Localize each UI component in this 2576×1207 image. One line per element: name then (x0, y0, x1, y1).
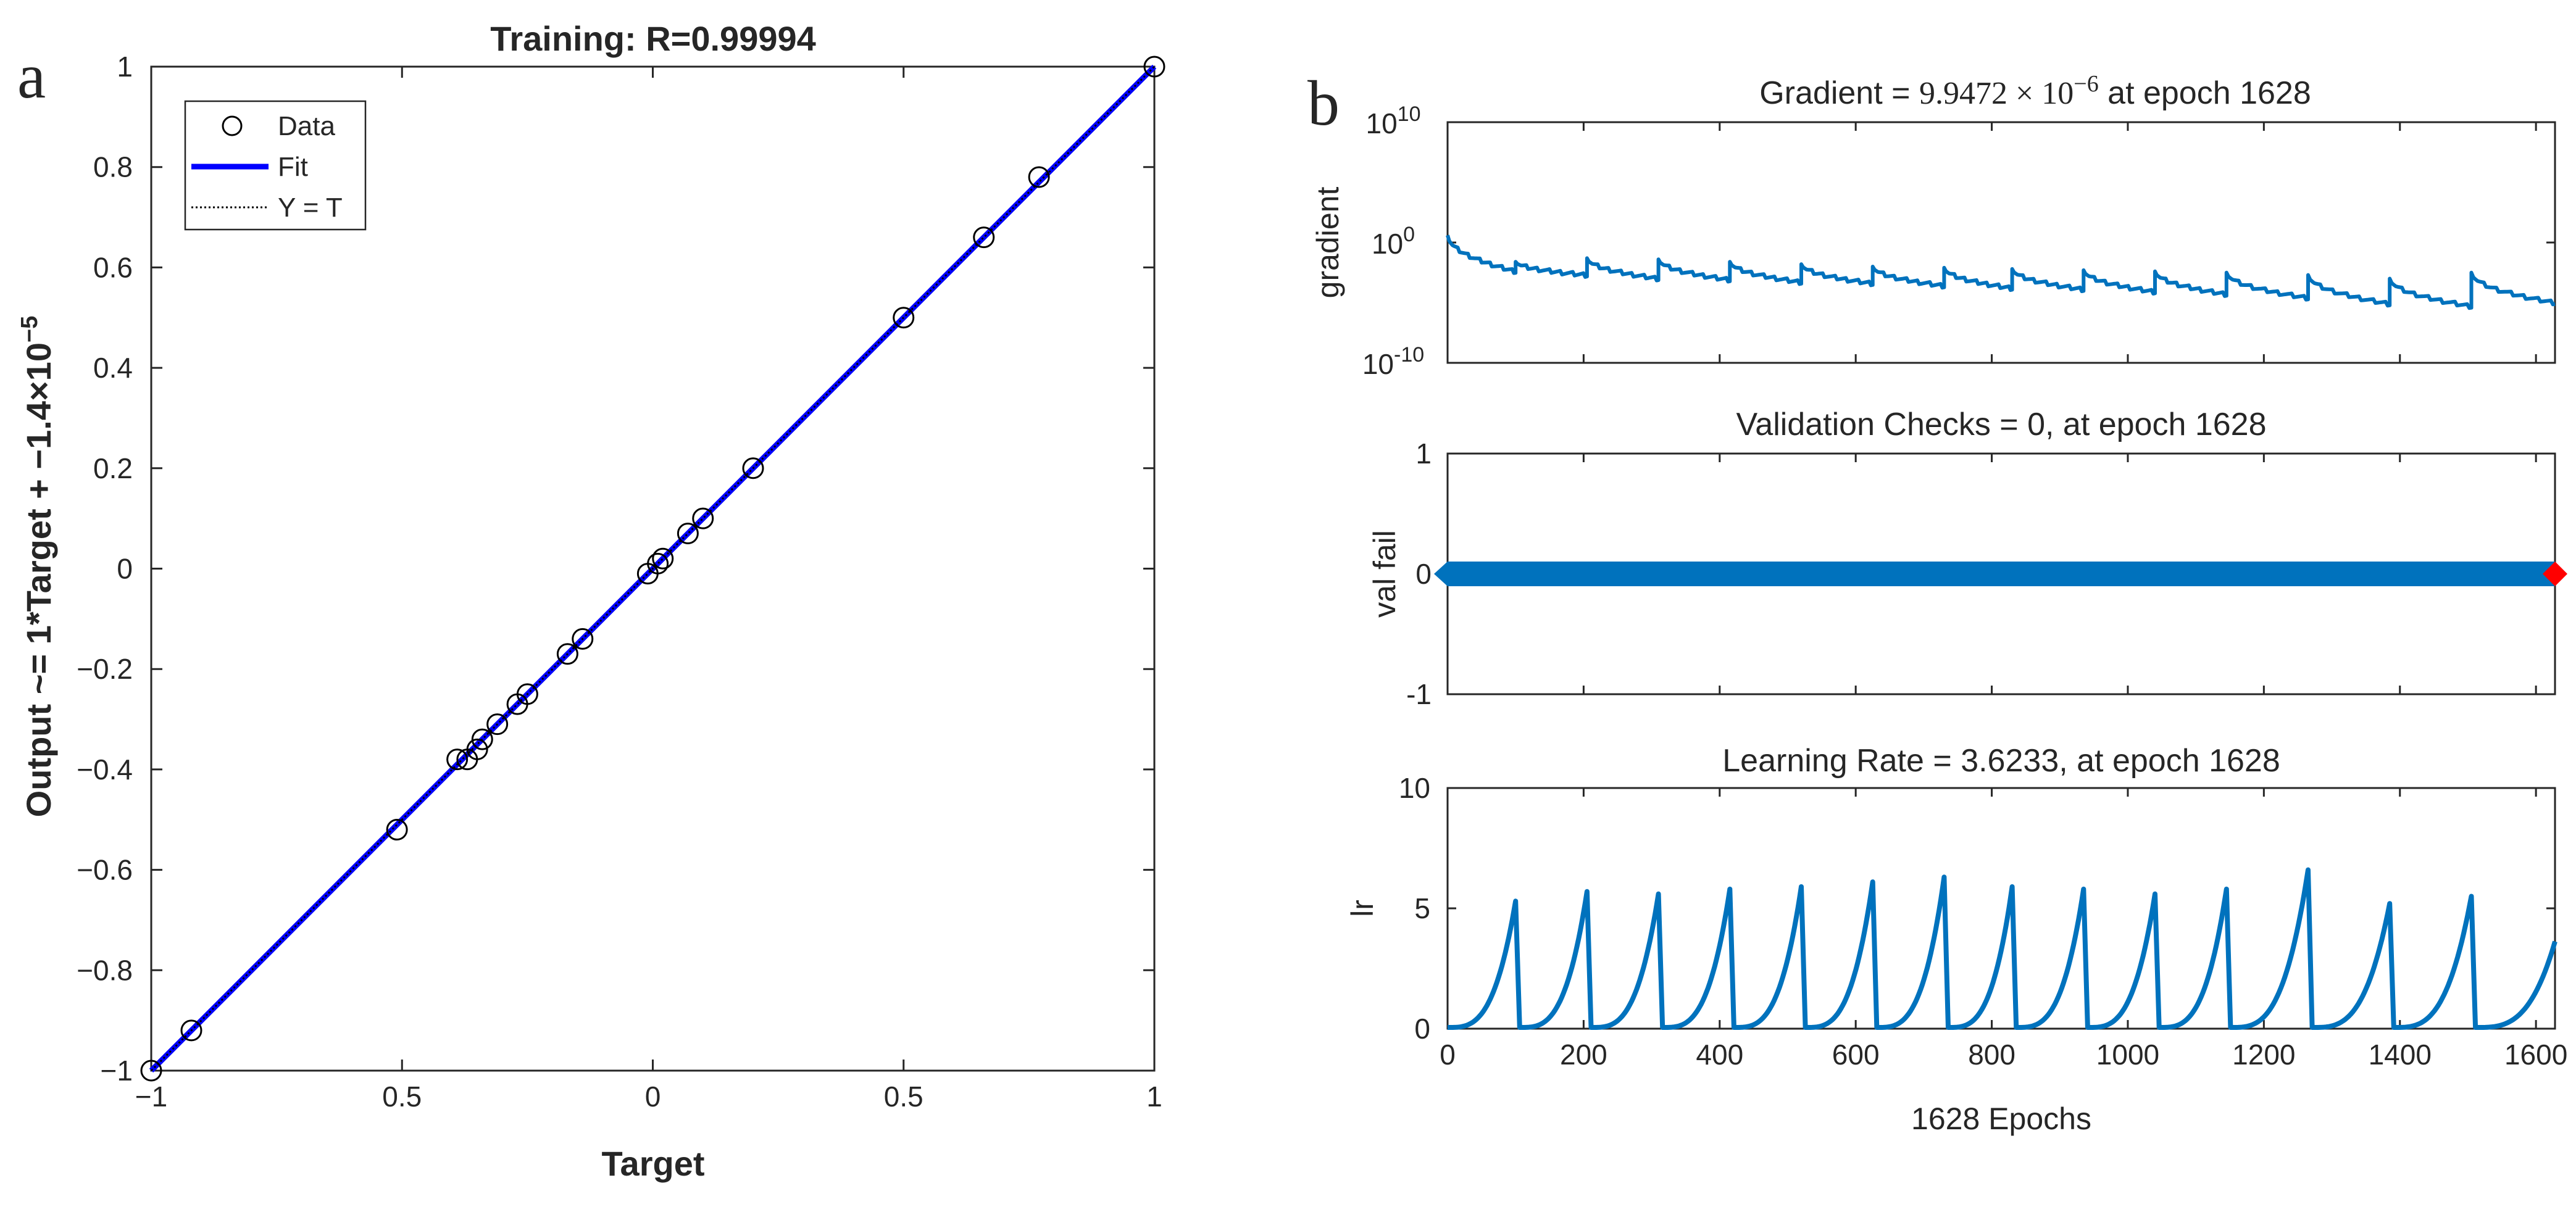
y-tick-label: −0.8 (77, 954, 133, 986)
x-tick-label: 0.5 (382, 1080, 422, 1113)
data-point (446, 749, 469, 771)
validation-y-label: val fail (1367, 530, 1402, 618)
regression-y-label: Output ~= 1*Target + −1.4×10−5 (17, 316, 58, 818)
regression-y-label-exponent: −5 (17, 316, 43, 342)
x-tick-label: 1400 (2369, 1039, 2432, 1071)
training-state-panel: b Gradient = 9.9472 × 10−6 at epoch 1628… (1307, 68, 2567, 1136)
data-point (516, 683, 538, 705)
legend-data-label: Data (278, 111, 335, 141)
data-point (386, 819, 408, 841)
validation-markers-band (1448, 562, 2555, 586)
regression-lines (149, 64, 1157, 1073)
x-tick-label: 0 (645, 1080, 661, 1113)
data-point (692, 507, 714, 529)
x-tick-label: 800 (1968, 1039, 2015, 1071)
y-tick-label: −0.4 (77, 753, 133, 786)
y-tick-label: 10 (1399, 772, 1430, 804)
x-tick-label: 400 (1696, 1039, 1743, 1071)
y-tick-label: 0 (117, 553, 133, 585)
gradient-ticks: 1010 100 10-10 (1362, 102, 2555, 380)
x-tick-label: 1000 (2096, 1039, 2159, 1071)
x-tick-label: 200 (1560, 1039, 1607, 1071)
y-tick-label: -1 (1406, 678, 1432, 710)
data-point (471, 728, 493, 750)
gradient-y-label: gradient (1311, 187, 1345, 299)
learning-rate-y-label: lr (1345, 900, 1380, 917)
validation-subplot: Validation Checks = 0, at epoch 1628 val… (1367, 407, 2567, 710)
y-tick-label: −1 (101, 1055, 133, 1087)
gradient-subplot: Gradient = 9.9472 × 10−6 at epoch 1628 g… (1311, 71, 2556, 380)
x-tick-label: −1 (135, 1080, 167, 1113)
data-point (652, 547, 674, 570)
validation-ticks: 1 0 -1 (1406, 438, 2555, 710)
y-tick-label: 0.6 (93, 251, 133, 283)
validation-title: Validation Checks = 0, at epoch 1628 (1736, 407, 2266, 442)
legend-data-marker (222, 115, 243, 136)
validation-series (1434, 562, 2567, 586)
y-tick-label: 0.8 (93, 151, 133, 183)
validation-final-marker (2543, 562, 2567, 586)
regression-title: Training: R=0.99994 (490, 19, 816, 58)
y-tick-label: 10-10 (1362, 343, 1424, 380)
gradient-title: Gradient = 9.9472 × 10−6 at epoch 1628 (1759, 71, 2311, 111)
data-point (1143, 56, 1165, 78)
gradient-plot-frame (1446, 121, 2556, 364)
y-tick-label: 1 (1415, 438, 1432, 470)
data-point (486, 713, 509, 736)
learning-rate-ticks: 0 200 400 600 800 1000 1200 1400 1600 0 5 10 (1399, 772, 2567, 1071)
gradient-title-value: 9.9472 × 10 (1919, 76, 2074, 111)
y-tick-label: 1 (117, 51, 133, 83)
data-point (647, 552, 669, 574)
regression-x-label: Target (602, 1144, 705, 1183)
learning-rate-subplot: Learning Rate = 3.6233, at epoch 1628 lr… (1345, 743, 2567, 1136)
data-point (466, 738, 488, 760)
data-point (1028, 166, 1050, 188)
data-point (140, 1060, 162, 1082)
y-tick-label: −0.6 (77, 854, 133, 886)
regression-legend: Data Fit Y = T (184, 100, 367, 231)
x-tick-label: 1200 (2232, 1039, 2295, 1071)
regression-panel: a Training: R=0.99994 Target Output ~= 1… (17, 19, 1165, 1183)
panel-label-a: a (17, 41, 46, 112)
learning-rate-title: Learning Rate = 3.6233, at epoch 1628 (1722, 743, 2280, 779)
x-tick-label: 1 (1146, 1080, 1162, 1113)
y-tick-label: 0.4 (93, 352, 133, 384)
data-point (556, 643, 578, 665)
data-point (973, 226, 995, 249)
panel-label-b: b (1307, 68, 1340, 139)
epochs-x-label: 1628 Epochs (1911, 1101, 2091, 1136)
gradient-series-line (1446, 234, 2556, 310)
y-tick-label: 5 (1414, 892, 1430, 924)
x-tick-label: 600 (1832, 1039, 1880, 1071)
gradient-title-exponent: −6 (2074, 71, 2098, 97)
x-tick-label: 1600 (2504, 1039, 2567, 1071)
learning-rate-series-line (1446, 867, 2557, 1030)
learning-rate-plot-frame (1446, 787, 2556, 1030)
regression-points (140, 56, 1165, 1082)
data-point (742, 457, 764, 479)
legend-yt-label: Y = T (278, 193, 343, 223)
regression-ticks: −1 0.5 0 0.5 1 −1 −0.8 −0.6 −0.4 −0.2 0 0.2 0.4 0.6 0.… (77, 51, 1162, 1113)
data-point (893, 307, 915, 329)
y-tick-label: 100 (1372, 223, 1415, 260)
y-equals-t-line (150, 65, 1156, 1072)
gradient-title-suffix: at epoch 1628 (2099, 75, 2311, 111)
regression-y-label-main: Output ~= 1*Target + −1.4×10 (19, 342, 58, 817)
gradient-title-prefix: Gradient = (1759, 75, 1919, 111)
x-tick-label: 0.5 (884, 1080, 923, 1113)
y-tick-label: 0.2 (93, 452, 133, 484)
y-tick-label: 1010 (1366, 102, 1421, 139)
y-tick-label: 0 (1415, 558, 1432, 590)
x-tick-label: 0 (1440, 1039, 1456, 1071)
y-tick-label: 0 (1414, 1013, 1430, 1045)
legend-fit-label: Fit (278, 152, 308, 182)
y-tick-label: −0.2 (77, 653, 133, 685)
data-point (572, 628, 594, 650)
validation-first-marker (1434, 562, 1448, 586)
data-point (677, 523, 699, 545)
data-point (180, 1019, 202, 1042)
